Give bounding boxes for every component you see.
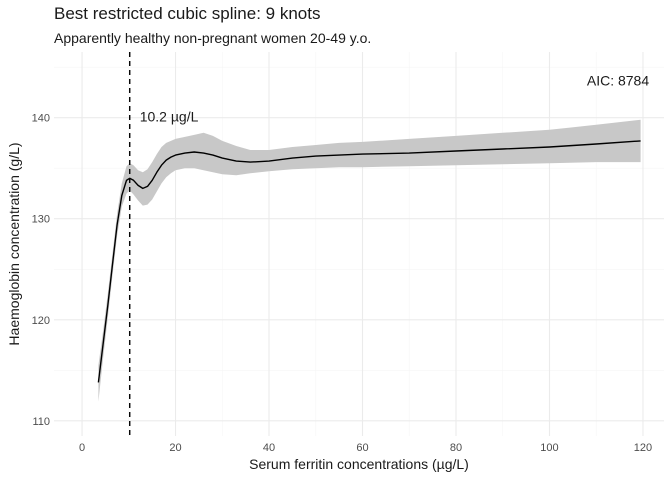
y-tick-label: 140 (32, 113, 50, 125)
confidence-ribbon (98, 119, 641, 402)
x-tick-label: 20 (169, 442, 181, 454)
annotations: AIC: 8784 (587, 72, 649, 88)
x-tick-label: 100 (540, 442, 558, 454)
x-axis-ticks: 0 20 40 60 80 100 120 (79, 442, 652, 454)
chart-title: Best restricted cubic spline: 9 knots (54, 4, 321, 23)
minor-gridlines (54, 52, 664, 436)
y-axis-ticks: 110 120 130 140 (32, 113, 50, 428)
threshold-label: 10.2 µg/L (140, 109, 199, 125)
y-tick-label: 110 (32, 416, 50, 428)
aic-annotation: AIC: 8784 (587, 72, 649, 88)
spline-line (97, 140, 641, 383)
x-tick-label: 40 (263, 442, 275, 454)
y-tick-label: 120 (32, 315, 50, 327)
x-tick-label: 120 (634, 442, 652, 454)
y-axis-title: Haemoglobin concentration (g/L) (6, 142, 22, 345)
x-tick-label: 60 (356, 442, 368, 454)
x-tick-label: 0 (79, 442, 85, 454)
major-gridlines (54, 52, 664, 436)
y-tick-label: 130 (32, 214, 50, 226)
chart-subtitle: Apparently healthy non-pregnant women 20… (54, 30, 372, 46)
x-axis-title: Serum ferritin concentrations (µg/L) (249, 456, 469, 472)
x-tick-label: 80 (450, 442, 462, 454)
